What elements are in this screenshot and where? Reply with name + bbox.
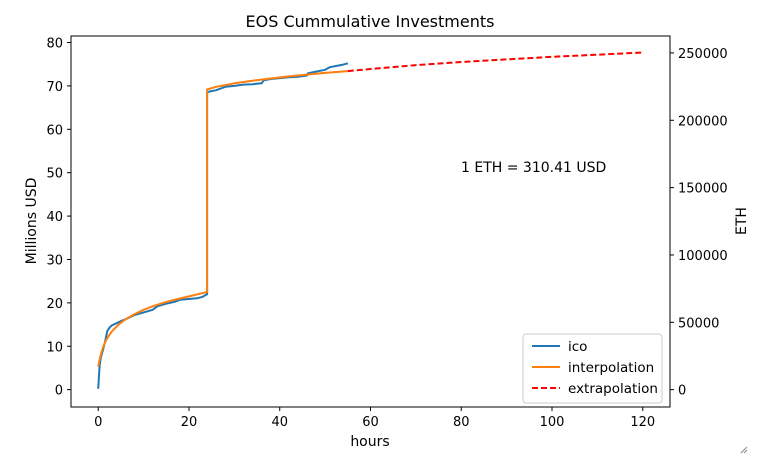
legend-label-interpolation: interpolation <box>568 360 654 376</box>
y-tick-label: 40 <box>46 210 63 225</box>
y-tick-label: 60 <box>46 123 63 138</box>
y2-tick-label: 100000 <box>678 249 728 264</box>
y-tick-label: 50 <box>46 167 63 182</box>
chart-title: EOS Cummulative Investments <box>246 12 495 31</box>
legend-label-extrapolation: extrapolation <box>568 381 658 397</box>
y-tick-label: 30 <box>46 253 63 268</box>
y2-tick-label: 50000 <box>678 316 719 331</box>
y-tick-label: 20 <box>46 297 63 312</box>
x-tick-label: 60 <box>362 415 379 430</box>
plot-area <box>97 51 643 389</box>
y-tick-label: 70 <box>46 80 63 95</box>
y2-tick-label: 200000 <box>678 114 728 129</box>
y-axis-label: Millions USD <box>24 178 40 265</box>
y-tick-label: 80 <box>46 37 63 52</box>
x-axis-label: hours <box>350 434 389 450</box>
legend-box <box>522 333 663 404</box>
legend-label-ico: ico <box>568 339 587 355</box>
legend: ico interpolation extrapolation <box>522 333 663 404</box>
x-tick-label: 120 <box>630 415 655 430</box>
series-line-extrapolation <box>347 51 643 73</box>
x-tick-label: 40 <box>271 415 288 430</box>
y2-tick-label: 0 <box>678 384 686 399</box>
y2-tick-label: 150000 <box>678 182 728 197</box>
series-line-interpolation <box>97 70 348 367</box>
x-tick-label: 20 <box>181 415 198 430</box>
x-tick-label: 100 <box>540 415 565 430</box>
resize-grip-icon[interactable] <box>738 444 748 454</box>
y-tick-label: 10 <box>46 340 63 355</box>
axes: 0 20 40 60 80 100 120 0 10 20 30 40 50 60 70 80 0 50000 10… <box>46 35 728 430</box>
series-line-ico <box>97 62 349 389</box>
x-tick-label: 80 <box>453 415 470 430</box>
y2-axis-label: ETH <box>734 207 750 235</box>
y-tick-label: 0 <box>55 384 63 399</box>
annotation-eth-rate: 1 ETH = 310.41 USD <box>461 160 606 176</box>
y2-tick-label: 250000 <box>678 47 728 62</box>
x-tick-label: 0 <box>94 415 102 430</box>
